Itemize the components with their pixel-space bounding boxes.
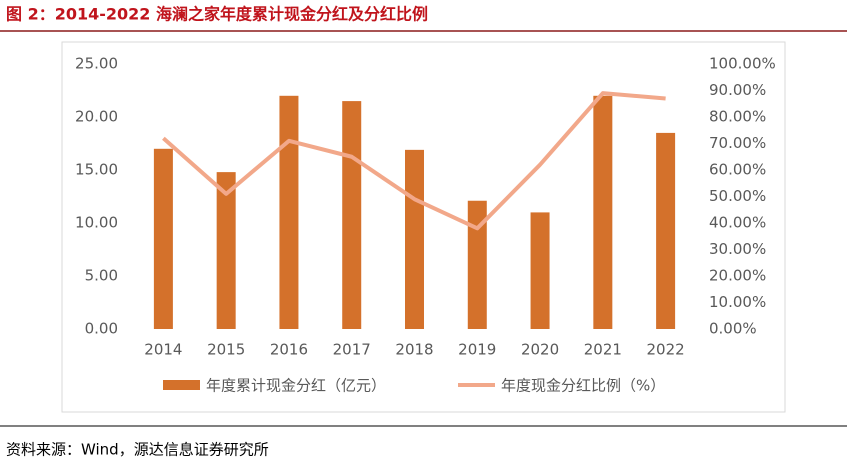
- y2-tick-label: 10.00%: [709, 293, 766, 311]
- y2-tick-label: 30.00%: [709, 240, 766, 258]
- x-tick-label: 2019: [458, 341, 496, 359]
- x-tick-label: 2017: [333, 341, 371, 359]
- x-tick-label: 2018: [395, 341, 433, 359]
- bar: [153, 148, 173, 329]
- x-tick-label: 2021: [584, 341, 622, 359]
- y-tick-label: 0.00: [85, 320, 118, 338]
- y2-tick-label: 20.00%: [709, 267, 766, 285]
- bar: [279, 95, 299, 329]
- bar: [467, 200, 487, 329]
- x-tick-label: 2022: [647, 341, 685, 359]
- source: 资料来源：Wind，源达信息证券研究所: [6, 441, 269, 459]
- x-tick-label: 2020: [521, 341, 559, 359]
- y-tick-label: 25.00: [75, 55, 118, 73]
- legend-label: 年度累计现金分红（亿元）: [206, 377, 386, 395]
- legend-swatch: [163, 380, 200, 390]
- bar: [342, 101, 362, 329]
- y2-tick-label: 0.00%: [709, 320, 757, 338]
- y2-tick-label: 70.00%: [709, 134, 766, 152]
- legend-label: 年度现金分红比例（%）: [501, 377, 665, 395]
- y-tick-label: 10.00: [75, 214, 118, 232]
- y-tick-label: 15.00: [75, 161, 118, 179]
- bar: [216, 172, 236, 329]
- y2-tick-label: 40.00%: [709, 214, 766, 232]
- x-tick-label: 2014: [144, 341, 182, 359]
- x-tick-label: 2015: [207, 341, 245, 359]
- y2-tick-label: 90.00%: [709, 81, 766, 99]
- chart-frame: [61, 41, 786, 413]
- bar: [530, 212, 550, 329]
- y2-tick-label: 80.00%: [709, 108, 766, 126]
- line: [162, 91, 666, 231]
- y2-tick-label: 100.00%: [709, 55, 776, 73]
- y-tick-label: 20.00: [75, 108, 118, 126]
- y2-tick-label: 50.00%: [709, 187, 766, 205]
- y2-tick-label: 60.00%: [709, 161, 766, 179]
- x-tick-label: 2016: [270, 341, 308, 359]
- chart-title: 图 2：2014-2022 海澜之家年度累计现金分红及分红比例: [6, 5, 428, 24]
- bar: [656, 132, 676, 329]
- y-tick-label: 5.00: [85, 267, 118, 285]
- bar: [405, 149, 424, 329]
- bar: [593, 95, 613, 329]
